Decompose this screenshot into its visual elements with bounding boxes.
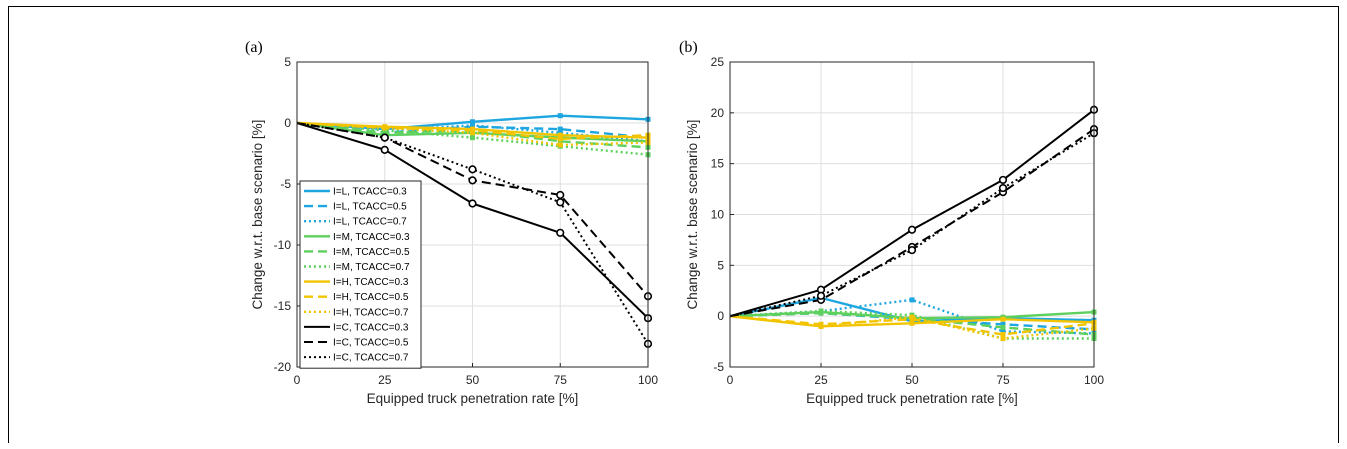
- y-tick-label: -20: [274, 360, 292, 374]
- legend-entry: I=H, TCACC=0.3: [333, 277, 409, 288]
- data-point: [1000, 331, 1006, 337]
- legend-entry: I=M, TCACC=0.3: [333, 232, 410, 243]
- series-line: [296, 122, 649, 345]
- data-point: [1000, 316, 1006, 322]
- x-tick-label: 50: [466, 373, 480, 387]
- x-axis-label: Equipped truck penetration rate [%]: [806, 391, 1018, 406]
- y-tick-label: -5: [713, 360, 724, 374]
- x-axis-label: Equipped truck penetration rate [%]: [367, 391, 579, 406]
- x-tick-label: 75: [996, 373, 1010, 387]
- y-tick-label: 0: [284, 116, 291, 130]
- y-tick-label: 0: [717, 309, 724, 323]
- data-point: [818, 323, 824, 329]
- data-point: [557, 113, 563, 119]
- data-point: [556, 228, 565, 237]
- data-point: [470, 135, 475, 141]
- y-tick-label: -5: [280, 177, 291, 191]
- x-tick-label: 75: [554, 373, 568, 387]
- data-point: [1000, 321, 1006, 327]
- y-tick-label: 15: [711, 157, 725, 171]
- panel-label: (b): [679, 39, 698, 56]
- x-tick-label: 0: [294, 373, 301, 387]
- x-tick-label: 0: [727, 373, 734, 387]
- series-line: [729, 315, 1095, 340]
- series-line: [729, 309, 1094, 340]
- legend-entry: I=M, TCACC=0.5: [333, 247, 410, 258]
- data-point: [382, 125, 388, 131]
- data-point: [818, 308, 824, 314]
- y-axis-label: Change w.r.t. base scenario [%]: [685, 120, 700, 310]
- y-tick-label: 5: [284, 55, 291, 69]
- data-point: [556, 198, 565, 207]
- data-point: [557, 136, 563, 142]
- x-tick-label: 25: [378, 373, 392, 387]
- legend-entry: I=L, TCACC=0.5: [333, 202, 407, 213]
- y-tick-label: 5: [717, 258, 724, 272]
- data-point: [909, 320, 915, 326]
- data-point: [380, 133, 389, 142]
- data-point: [1000, 336, 1006, 342]
- data-point: [907, 225, 917, 234]
- legend-entry: I=L, TCACC=0.3: [333, 187, 407, 198]
- legend-entry: I=M, TCACC=0.7: [333, 262, 410, 273]
- data-point: [909, 314, 915, 320]
- data-point: [468, 165, 477, 174]
- legend-entry: I=C, TCACC=0.5: [333, 338, 409, 349]
- y-tick-label: -10: [274, 238, 292, 252]
- data-point: [557, 126, 563, 132]
- panel-label: (a): [245, 39, 263, 56]
- legend-entry: I=C, TCACC=0.7: [333, 353, 409, 364]
- data-point: [1000, 328, 1006, 334]
- data-point: [380, 145, 389, 154]
- data-point: [557, 132, 563, 138]
- legend-entry: I=C, TCACC=0.3: [333, 322, 409, 333]
- legend-entry: I=H, TCACC=0.7: [333, 307, 409, 318]
- legend-box: [299, 180, 422, 369]
- data-point: [816, 291, 826, 300]
- data-point: [998, 175, 1008, 185]
- legend-entry: I=L, TCACC=0.7: [333, 217, 407, 228]
- y-tick-label: 20: [711, 106, 725, 120]
- x-tick-label: 50: [905, 373, 919, 387]
- x-tick-label: 25: [814, 373, 828, 387]
- data-point: [907, 245, 917, 255]
- y-tick-label: 25: [711, 55, 725, 69]
- data-point: [470, 119, 475, 125]
- data-point: [468, 176, 477, 185]
- y-tick-label: 10: [711, 208, 725, 222]
- y-tick-label: -15: [274, 299, 292, 313]
- data-point: [470, 130, 475, 136]
- legend: I=L, TCACC=0.3 I=L, TCACC=0.5 I=L, TCACC=0…: [299, 180, 422, 369]
- chart-panel-a: 0 25 50 75 100 -20 -15 -10 -5 0 5 Equipped truck pe…: [245, 39, 658, 406]
- data-point: [909, 297, 915, 303]
- figure-frame: [8, 6, 1339, 443]
- y-axis-label: Change w.r.t. base scenario [%]: [250, 120, 265, 310]
- data-point: [556, 190, 565, 200]
- x-tick-label: 100: [638, 373, 658, 387]
- data-point: [470, 122, 475, 128]
- data-point: [557, 142, 563, 148]
- data-point: [1000, 324, 1006, 330]
- data-point: [468, 199, 477, 208]
- data-point: [998, 183, 1008, 193]
- legend-entry: I=H, TCACC=0.5: [333, 292, 409, 303]
- x-tick-label: 100: [1084, 373, 1104, 387]
